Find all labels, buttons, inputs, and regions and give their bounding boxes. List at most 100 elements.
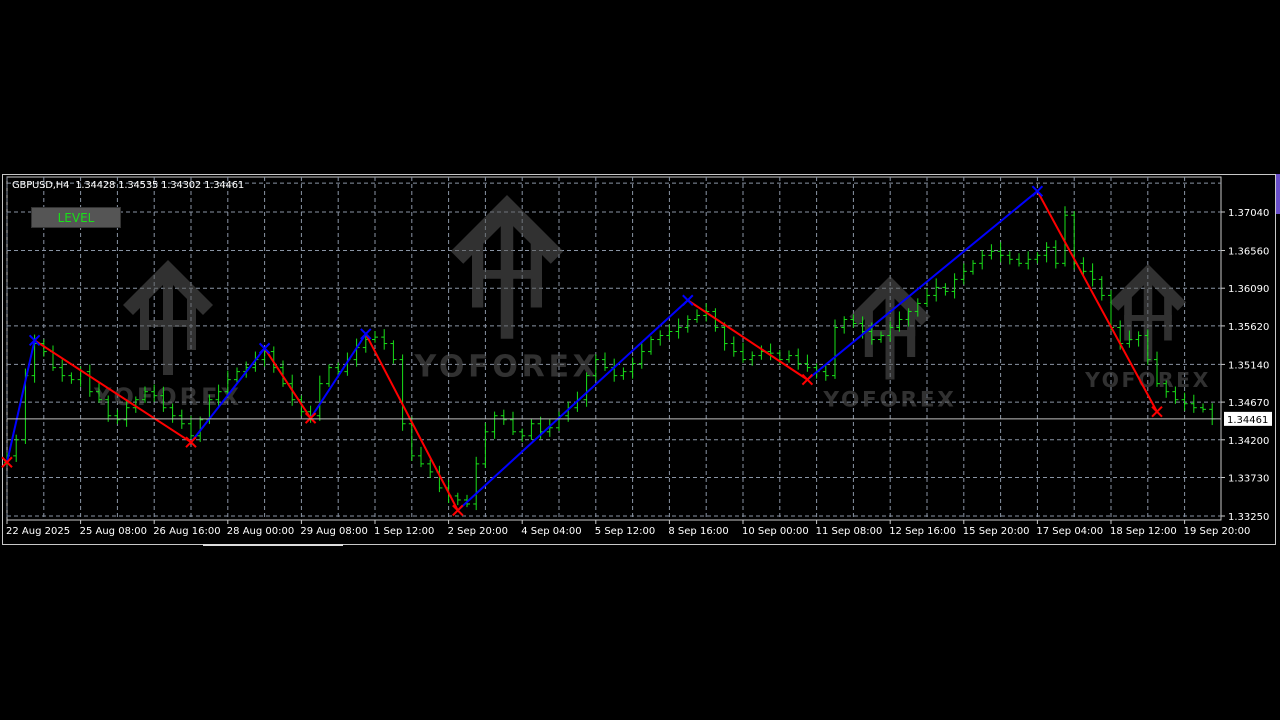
logo-bar [163,280,173,375]
ohlc-bar [1025,251,1032,270]
ohlc-bar [657,330,664,346]
x-tick-label: 19 Sep 20:00 [1184,526,1251,537]
level-button[interactable]: LEVEL [31,207,121,228]
ohlc-bar [620,367,627,380]
ohlc-bar [1126,330,1133,348]
ohlc-bar [528,418,535,440]
chart-header: GBPUSD,H4 1.34428 1.34535 1.34302 1.3446… [12,180,244,191]
ohlc-bar [1098,276,1105,301]
swing-low-marker [1151,406,1163,418]
ohlc-bar [1043,242,1050,263]
ohlc-bar [160,386,167,412]
swing-low-marker [185,436,197,448]
ohlc-bar [59,359,66,382]
ohlc-bar [1006,251,1013,265]
ohlc-bar [924,288,930,307]
yoforex-logo: YOFOREX [93,260,239,411]
ohlc-bar [326,364,332,387]
ohlc-bar [592,354,599,381]
ohlc-bar [629,357,636,379]
swing-low-marker [1,456,13,468]
ohlc-bar [979,250,986,270]
swing-low-marker [801,373,814,386]
ohlc-bar [841,316,848,334]
high-price: 1.34535 [118,180,159,191]
ohlc-bar [721,322,728,351]
ohlc-bar [546,418,553,437]
x-tick-label: 8 Sep 16:00 [668,526,728,537]
low-price: 1.34302 [161,180,202,191]
logo-bar [500,220,514,339]
y-tick-label: 1.36090 [1228,284,1269,295]
x-tick-label: 5 Sep 12:00 [595,526,655,537]
ohlc-bar [473,456,480,511]
watermark-text: YOFOREX [1084,368,1211,392]
ohlc-bar [638,343,645,369]
x-mark [185,436,197,448]
ohlc-bar [850,314,857,328]
ohlc-bar [316,375,323,421]
ohlc-bar [68,372,75,384]
ohlc-bar [381,329,388,350]
ohlc-bar [583,372,590,407]
ohlc-bar [1181,392,1188,411]
zigzag-up-segment [6,340,36,463]
ohlc-bar [491,411,498,439]
ohlc-bar [519,428,526,442]
ohlc-bar [123,399,130,427]
horizontal-scrollbar[interactable] [203,544,343,546]
x-mark [304,412,317,424]
ohlc-bar [905,308,912,327]
ohlc-bar [556,411,562,431]
x-mark [1,456,13,468]
y-tick-label: 1.37040 [1228,208,1269,219]
y-tick-label: 1.33730 [1228,473,1269,484]
logo-bar [472,270,542,279]
y-tick-label: 1.35140 [1228,360,1269,371]
ohlc-bar [280,360,286,387]
zigzag-down-segment [263,347,312,419]
x-tick-label: 1 Sep 12:00 [374,526,434,537]
x-mark [452,504,464,517]
yoforex-logo: YOFOREX [413,195,596,384]
x-mark [801,373,814,386]
ohlc-bar [510,411,516,435]
ohlc-bar [224,370,231,397]
x-tick-label: 11 Sep 08:00 [816,526,883,537]
swing-low-marker [452,504,464,517]
zigzag-down-segment [34,339,192,444]
symbol-timeframe: GBPUSD,H4 [12,180,70,191]
x-tick-label: 10 Sep 00:00 [742,526,809,537]
y-tick-label: 1.36560 [1228,247,1269,258]
ohlc-bar [951,273,958,299]
ohlc-bar [1200,403,1206,413]
scrollbar[interactable] [1276,174,1280,214]
zigzag [1,185,1163,517]
ohlc-bar [960,263,967,285]
ohlc-bar [1089,263,1096,287]
y-tick-label: 1.33250 [1228,512,1269,523]
ohlc-bar [1163,380,1170,398]
open-price: 1.34428 [75,180,116,191]
swing-high-marker [258,342,271,355]
x-mark [28,334,41,347]
ohlc-bar [822,365,829,381]
ohlc-bar [1052,240,1059,269]
y-tick-label: 1.34670 [1228,398,1269,409]
ohlc-bar [105,395,112,422]
logo-bar [1124,315,1172,321]
ohlc-bar [1190,394,1197,413]
swing-high-marker [360,328,372,340]
ohlc-bar [684,315,691,333]
watermarks: YOFOREX YOFOREX YOFOREX YOFOREX [93,195,1211,413]
x-mark [1151,406,1163,418]
ohlc-bar [151,384,158,402]
price-bars [4,206,1216,511]
zigzag-down-segment [1036,190,1158,413]
x-tick-label: 15 Sep 20:00 [963,526,1030,537]
ohlc-bar [942,283,949,296]
x-mark [682,294,694,306]
yoforex-logo: YOFOREX [822,276,954,413]
x-mark [258,342,271,355]
